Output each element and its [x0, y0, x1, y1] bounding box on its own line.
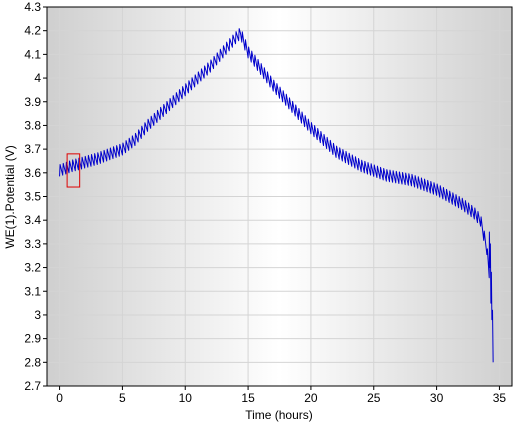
y-tick-label: 3	[34, 308, 41, 322]
series-line-0	[59, 28, 494, 363]
x-tick-label: 15	[241, 391, 255, 405]
y-tick-label: 4.1	[24, 47, 41, 61]
y-tick-label: 3.7	[24, 142, 41, 156]
tick-marks	[43, 6, 500, 390]
x-tick-labels: 0 5 10 15 20 25 30 35	[56, 391, 506, 405]
y-tick-label: 3.4	[24, 213, 41, 227]
y-tick-label: 3.1	[24, 284, 41, 298]
y-tick-label: 3.9	[24, 95, 41, 109]
x-axis-title: Time (hours)	[245, 408, 313, 422]
x-tick-label: 25	[367, 391, 381, 405]
y-tick-label: 4	[34, 71, 41, 85]
annotation-layer	[66, 153, 81, 188]
y-tick-label: 3.8	[24, 118, 41, 132]
x-tick-label: 0	[56, 391, 63, 405]
y-tick-labels: 2.7 2.8 2.9 3 3.1 3.2 3.3 3.4 3.5 3.6 3.7 3.8 3.9 4 4.…	[24, 0, 41, 393]
y-tick-label: 3.2	[24, 261, 41, 275]
y-axis-title: WE(1).Potential (V)	[3, 145, 17, 248]
x-tick-label: 5	[119, 391, 126, 405]
x-tick-label: 10	[179, 391, 193, 405]
y-tick-label: 3.3	[24, 237, 41, 251]
series-layer	[59, 28, 494, 363]
y-tick-label: 2.8	[24, 355, 41, 369]
y-tick-label: 3.5	[24, 190, 41, 204]
x-tick-label: 35	[493, 391, 507, 405]
y-tick-label: 4.2	[24, 24, 41, 38]
x-tick-label: 20	[304, 391, 318, 405]
x-tick-label: 30	[430, 391, 444, 405]
y-tick-label: 4.3	[24, 0, 41, 14]
y-tick-label: 3.6	[24, 166, 41, 180]
y-tick-label: 2.7	[24, 379, 41, 393]
y-tick-label: 2.9	[24, 332, 41, 346]
annotation-rectangle	[66, 153, 81, 188]
